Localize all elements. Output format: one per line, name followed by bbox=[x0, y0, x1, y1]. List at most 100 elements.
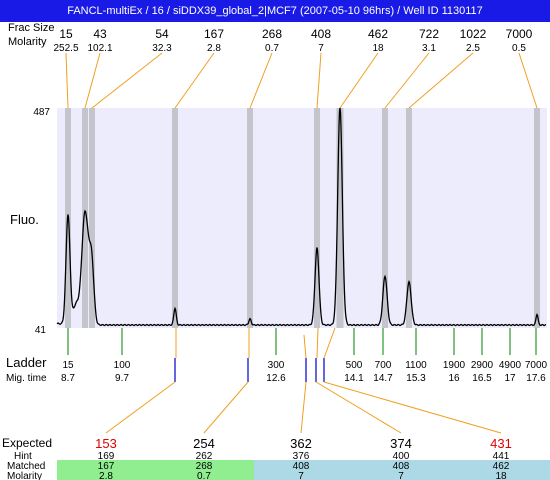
peak-molarity-label: 0.7 bbox=[265, 43, 279, 54]
peak-size-label: 54 bbox=[155, 27, 169, 41]
bottom-molarity-label: Molarity bbox=[7, 471, 42, 480]
molarity-label: Molarity bbox=[8, 36, 47, 48]
ladder-mig-time-label: 16 bbox=[448, 373, 460, 384]
peak-connector bbox=[91, 52, 163, 109]
expected-value: 431 bbox=[490, 436, 512, 451]
ladder-mig-time-label: 9.7 bbox=[115, 373, 129, 384]
hint-value: 441 bbox=[493, 451, 510, 462]
peak-band bbox=[406, 108, 412, 328]
y-tick-max: 487 bbox=[33, 107, 50, 118]
peak-connector bbox=[249, 52, 273, 109]
peak-connector bbox=[339, 52, 379, 109]
matched-label: Matched bbox=[7, 461, 45, 472]
plot-area bbox=[57, 108, 547, 328]
peak-size-label: 167 bbox=[204, 27, 224, 41]
peak-molarity-label: 2.8 bbox=[207, 43, 221, 54]
ladder-mig-time-label: 15.3 bbox=[406, 373, 426, 384]
peak-molarity-label: 7 bbox=[318, 43, 324, 54]
hint-value: 169 bbox=[98, 451, 115, 462]
hint-value: 376 bbox=[293, 451, 310, 462]
peak-molarity-label: 32.3 bbox=[152, 43, 172, 54]
matched-value: 408 bbox=[393, 461, 410, 472]
peak-connector-lines bbox=[65, 52, 538, 109]
fragment-ticks bbox=[174, 358, 325, 382]
peak-band bbox=[382, 108, 388, 328]
peak-size-label: 268 bbox=[262, 27, 282, 41]
ladder-size-label: 4900 bbox=[499, 360, 522, 371]
y-axis-label: Fluo. bbox=[10, 212, 39, 227]
peak-size-label: 1022 bbox=[460, 27, 487, 41]
ladder-size-label: 300 bbox=[268, 360, 285, 371]
peak-connector bbox=[84, 52, 101, 109]
ladder-mig-time-label: 16.5 bbox=[472, 373, 492, 384]
hint-value: 262 bbox=[196, 451, 213, 462]
ladder-size-label: 700 bbox=[375, 360, 392, 371]
expected-connector bbox=[315, 381, 402, 434]
expected-connector bbox=[300, 381, 307, 434]
matched-molarity-value: 7 bbox=[298, 471, 304, 480]
peak-connector bbox=[408, 52, 474, 109]
fragment-guide bbox=[316, 327, 319, 359]
fragment-guide bbox=[303, 334, 307, 359]
peak-band bbox=[247, 108, 253, 328]
peak-size-label: 408 bbox=[311, 27, 331, 41]
ladder-size-label: 100 bbox=[114, 360, 131, 371]
ladder-size-label: 500 bbox=[346, 360, 363, 371]
matched-value: 167 bbox=[98, 461, 115, 472]
peak-connector bbox=[384, 52, 430, 109]
expected-table: 1531691672.82542622680.73623764087374400… bbox=[95, 436, 512, 480]
peak-molarity-label: 18 bbox=[372, 43, 384, 54]
ladder-label: Ladder bbox=[6, 355, 47, 370]
matched-molarity-value: 2.8 bbox=[99, 471, 113, 480]
ladder-size-label: 15 bbox=[62, 360, 74, 371]
peak-molarity-label: 3.1 bbox=[422, 43, 436, 54]
expected-connector bbox=[105, 381, 176, 434]
peak-band bbox=[534, 108, 540, 328]
hint-label: Hint bbox=[14, 451, 32, 462]
expected-label: Expected bbox=[2, 436, 52, 450]
ladder-size-label: 1100 bbox=[405, 360, 427, 371]
ladder-mig-time-label: 12.6 bbox=[266, 373, 286, 384]
peak-connector bbox=[518, 52, 538, 109]
ladder-size-label: 2900 bbox=[471, 360, 494, 371]
ladder-markers: 15 8.7 100 9.7 300 12.6 500 14.1 700 14.7 1100 15.3… bbox=[61, 328, 548, 384]
ladder-mig-time-label: 14.1 bbox=[344, 373, 364, 384]
expected-value: 254 bbox=[193, 436, 215, 451]
matched-strip-blue bbox=[254, 460, 550, 480]
matched-molarity-value: 18 bbox=[495, 471, 507, 480]
matched-value: 462 bbox=[493, 461, 510, 472]
expected-connector bbox=[323, 381, 502, 434]
expected-connector-lines bbox=[105, 327, 502, 434]
peak-size-label: 43 bbox=[93, 27, 107, 41]
ladder-mig-time-label: 14.7 bbox=[373, 373, 393, 384]
matched-molarity-value: 0.7 bbox=[197, 471, 211, 480]
peak-molarity-label: 252.5 bbox=[53, 43, 78, 54]
mig-time-label: Mig. time bbox=[6, 373, 47, 384]
peak-labels: 15 252.5 43 102.1 54 32.3 167 2.8 268 0.7 408 7 462 1… bbox=[53, 27, 532, 54]
matched-strip-green bbox=[57, 460, 254, 480]
peak-band bbox=[172, 108, 178, 328]
ladder-size-label: 7000 bbox=[525, 360, 548, 371]
expected-value: 362 bbox=[290, 436, 312, 451]
fragment-guide bbox=[323, 327, 336, 359]
peak-connector bbox=[174, 52, 215, 109]
peak-band bbox=[314, 108, 320, 328]
matched-value: 408 bbox=[293, 461, 310, 472]
ladder-size-label: 1900 bbox=[443, 360, 466, 371]
frac-size-label: Frac Size bbox=[8, 22, 54, 34]
peak-size-label: 722 bbox=[419, 27, 439, 41]
peak-band bbox=[82, 108, 88, 328]
matched-molarity-value: 7 bbox=[398, 471, 404, 480]
peak-molarity-label: 2.5 bbox=[466, 43, 480, 54]
ladder-mig-time-label: 17.6 bbox=[526, 373, 546, 384]
expected-connector bbox=[203, 381, 249, 434]
expected-value: 153 bbox=[95, 436, 117, 451]
peak-molarity-label: 0.5 bbox=[512, 43, 526, 54]
peak-size-label: 462 bbox=[368, 27, 388, 41]
peak-connector bbox=[65, 52, 69, 109]
peak-molarity-label: 102.1 bbox=[87, 43, 112, 54]
peak-size-label: 15 bbox=[59, 27, 73, 41]
ladder-mig-time-label: 8.7 bbox=[61, 373, 75, 384]
y-tick-min: 41 bbox=[35, 325, 47, 336]
matched-value: 268 bbox=[196, 461, 213, 472]
